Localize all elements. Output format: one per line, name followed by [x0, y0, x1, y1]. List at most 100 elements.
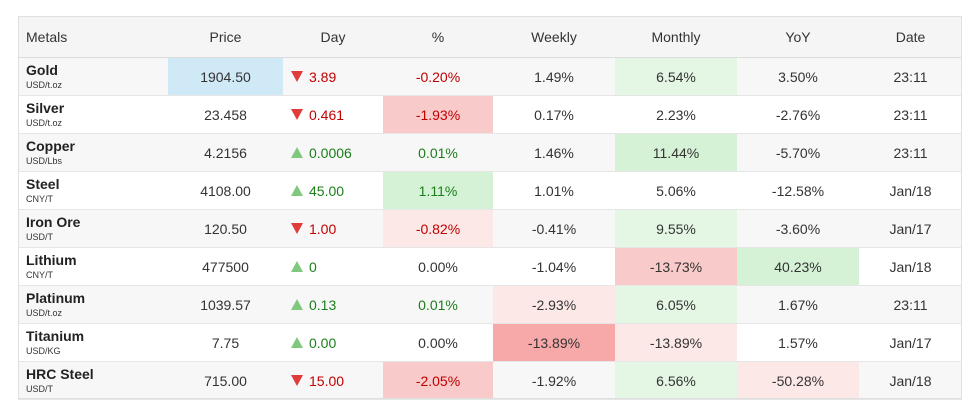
day-change-cell: 3.89 [283, 57, 383, 96]
metal-name-link[interactable]: Titanium [26, 328, 85, 344]
monthly-cell: 9.55% [615, 209, 737, 248]
price-value: 715.00 [204, 372, 247, 389]
metal-unit: CNY/T [26, 270, 53, 280]
metal-name-link[interactable]: Iron Ore [26, 214, 81, 230]
down-arrow-icon [291, 109, 303, 120]
weekly-cell: 1.01% [493, 171, 615, 210]
monthly-value: -13.73% [649, 258, 703, 275]
day-change-cell: 0.461 [283, 95, 383, 134]
col-header-yoy[interactable]: YoY [737, 16, 859, 58]
price-value: 477500 [202, 258, 249, 275]
metal-cell[interactable]: Titanium USD/KG [18, 323, 168, 362]
metal-unit: CNY/T [26, 194, 53, 204]
day-change-cell: 1.00 [283, 209, 383, 248]
table-row[interactable]: Iron Ore USD/T 120.50 1.00 -0.82% -0.41% 9.55%… [18, 209, 962, 248]
weekly-cell: -1.92% [493, 361, 615, 400]
metal-cell[interactable]: Silver USD/t.oz [18, 95, 168, 134]
monthly-value: 6.05% [656, 296, 696, 313]
yoy-cell: -2.76% [737, 95, 859, 134]
col-header-monthly[interactable]: Monthly [615, 16, 737, 58]
table-row[interactable]: Silver USD/t.oz 23.458 0.461 -1.93% 0.17% 2.23… [18, 95, 962, 134]
yoy-value: 1.67% [778, 296, 818, 313]
metal-cell[interactable]: Lithium CNY/T [18, 247, 168, 286]
monthly-value: -13.89% [649, 334, 703, 351]
weekly-value: 1.46% [534, 144, 574, 161]
percent-change-cell: -0.20% [383, 57, 493, 96]
percent-change-cell: -1.93% [383, 95, 493, 134]
yoy-value: 40.23% [774, 258, 822, 275]
table-row[interactable]: Copper USD/Lbs 4.2156 0.0006 0.01% 1.46% 11.44… [18, 133, 962, 172]
date-cell: Jan/17 [859, 323, 962, 362]
price-value: 1039.57 [200, 296, 251, 313]
metal-cell[interactable]: Steel CNY/T [18, 171, 168, 210]
date-cell: Jan/18 [859, 171, 962, 210]
weekly-value: 0.17% [534, 106, 574, 123]
date-cell: 23:11 [859, 95, 962, 134]
up-arrow-icon [291, 337, 303, 348]
table-row[interactable]: Lithium CNY/T 477500 0 0.00% -1.04% -13.73% 40.… [18, 247, 962, 286]
percent-change-value: -0.82% [415, 220, 461, 237]
monthly-cell: 5.06% [615, 171, 737, 210]
price-cell: 715.00 [168, 361, 283, 400]
yoy-cell: -5.70% [737, 133, 859, 172]
metal-cell[interactable]: HRC Steel USD/T [18, 361, 168, 400]
table-row[interactable]: Platinum USD/t.oz 1039.57 0.13 0.01% -2.93% 6.… [18, 285, 962, 324]
date-value: Jan/18 [889, 372, 932, 389]
date-value: 23:11 [893, 144, 928, 161]
col-header-percent[interactable]: % [383, 16, 493, 58]
percent-change-value: 0.01% [418, 144, 458, 161]
col-header-metals[interactable]: Metals [18, 16, 168, 58]
monthly-cell: -13.73% [615, 247, 737, 286]
col-header-weekly[interactable]: Weekly [493, 16, 615, 58]
table-row[interactable]: Gold USD/t.oz 1904.50 3.89 -0.20% 1.49% 6.54% 3… [18, 57, 962, 96]
day-change-cell: 0.13 [283, 285, 383, 324]
metal-unit: USD/T [26, 384, 53, 394]
col-header-date[interactable]: Date [859, 16, 962, 58]
metal-cell[interactable]: Iron Ore USD/T [18, 209, 168, 248]
col-header-day[interactable]: Day [283, 16, 383, 58]
metal-unit: USD/Lbs [26, 156, 63, 166]
metal-name-link[interactable]: Silver [26, 100, 65, 116]
metal-cell[interactable]: Platinum USD/t.oz [18, 285, 168, 324]
date-cell: 23:11 [859, 57, 962, 96]
date-value: Jan/18 [889, 182, 932, 199]
metal-cell[interactable]: Gold USD/t.oz [18, 57, 168, 96]
metal-unit: USD/KG [26, 346, 61, 356]
table-row[interactable]: HRC Steel USD/T 715.00 15.00 -2.05% -1.92% 6.5… [18, 361, 962, 400]
date-value: 23:11 [893, 106, 928, 123]
day-change-value: 0.461 [309, 106, 345, 123]
metal-unit: USD/t.oz [26, 118, 63, 128]
date-value: 23:11 [893, 68, 928, 85]
down-arrow-icon [291, 375, 303, 386]
percent-change-cell: -2.05% [383, 361, 493, 400]
weekly-cell: -1.04% [493, 247, 615, 286]
monthly-cell: 2.23% [615, 95, 737, 134]
table-row[interactable]: Titanium USD/KG 7.75 0.00 0.00% -13.89% -13.89… [18, 323, 962, 362]
day-change-value: 45.00 [309, 182, 345, 199]
monthly-value: 2.23% [656, 106, 696, 123]
metal-cell[interactable]: Copper USD/Lbs [18, 133, 168, 172]
weekly-value: -1.92% [531, 372, 577, 389]
weekly-value: 1.49% [534, 68, 574, 85]
metal-name-link[interactable]: Copper [26, 138, 75, 154]
down-arrow-icon [291, 71, 303, 82]
yoy-value: 3.50% [778, 68, 818, 85]
metal-name-link[interactable]: Lithium [26, 252, 77, 268]
metal-unit: USD/t.oz [26, 80, 63, 90]
price-cell: 1039.57 [168, 285, 283, 324]
col-header-price[interactable]: Price [168, 16, 283, 58]
day-change-cell: 45.00 [283, 171, 383, 210]
metals-table-container: Metals Price Day % Weekly Monthly YoY Da… [18, 16, 962, 400]
yoy-cell: 3.50% [737, 57, 859, 96]
weekly-cell: 0.17% [493, 95, 615, 134]
table-row[interactable]: Steel CNY/T 4108.00 45.00 1.11% 1.01% 5.06% -12… [18, 171, 962, 210]
metal-name-link[interactable]: Steel [26, 176, 60, 192]
metals-table-body: Gold USD/t.oz 1904.50 3.89 -0.20% 1.49% 6.54% 3… [18, 57, 962, 400]
yoy-value: -12.58% [771, 182, 825, 199]
metal-name-link[interactable]: Platinum [26, 290, 86, 306]
metal-name-link[interactable]: Gold [26, 62, 58, 78]
yoy-cell: 40.23% [737, 247, 859, 286]
day-change-cell: 0 [283, 247, 383, 286]
metal-name-link[interactable]: HRC Steel [26, 366, 94, 382]
weekly-value: 1.01% [534, 182, 574, 199]
